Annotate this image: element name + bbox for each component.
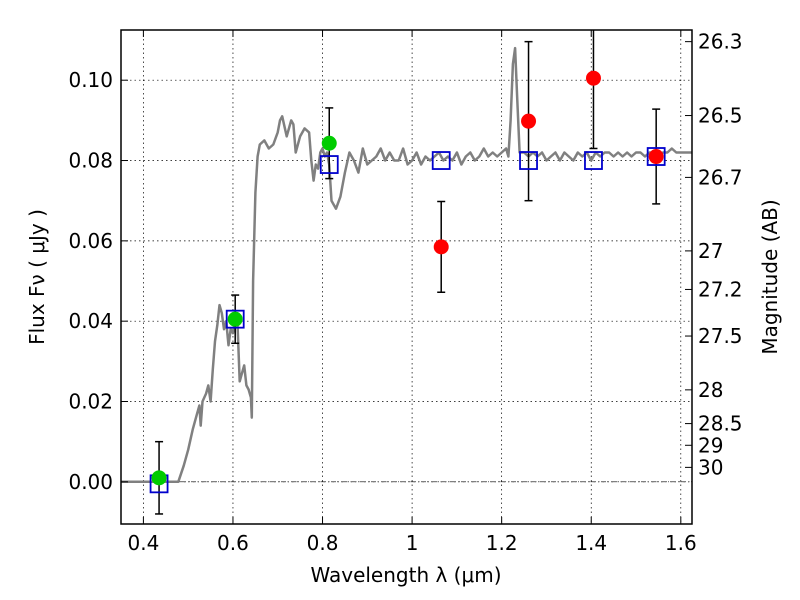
model-squares (149, 147, 666, 494)
magnitude-tick-label: 26.7 (698, 165, 743, 189)
observed-flux-point (585, 70, 601, 86)
x-tick-label: 0.6 (217, 531, 249, 555)
model-flux-square (319, 155, 339, 174)
model-flux-square (431, 151, 451, 170)
magnitude-tick-label: 27 (698, 239, 723, 263)
x-tick-labels: 0.4 0.6 0.8 1 1.2 1.4 1.6 (127, 531, 696, 555)
observed-flux-point (321, 135, 337, 151)
magnitude-tick-label: 30 (698, 455, 723, 479)
y-tick-labels: 0.00 0.02 0.04 0.06 0.08 0.10 (68, 68, 113, 494)
magnitude-tick-label: 26.3 (698, 30, 743, 54)
x-tick-label: 0.4 (127, 531, 159, 555)
magnitude-tick-label: 29 (698, 433, 723, 457)
sed-curve-group (121, 46, 692, 484)
model-flux-square (519, 151, 538, 170)
y-axis-label: Flux Fν ( μJy ) (25, 209, 49, 345)
observed-flux-point (648, 149, 664, 165)
y2-axis-label: Magnitude (AB) (758, 199, 782, 354)
y-tick-label: 0.08 (68, 149, 113, 173)
magnitude-tick-label: 27.5 (698, 324, 743, 348)
plot-frame (120, 29, 693, 525)
y-tick-label: 0.04 (68, 309, 113, 333)
sed-model-curve (121, 46, 692, 484)
magnitude-tick-label: 28 (698, 378, 723, 402)
observed-flux-point (151, 470, 167, 486)
observed-flux-point (433, 239, 449, 255)
y-tick-label: 0.02 (68, 390, 113, 414)
grid (121, 30, 692, 524)
model-flux-square (584, 151, 603, 170)
x-tick-label: 1.2 (486, 531, 518, 555)
observed-flux-point (227, 311, 243, 327)
x-tick-label: 1 (406, 531, 419, 555)
magnitude-tick-label: 28.5 (698, 412, 743, 436)
model-flux-square (225, 309, 245, 329)
x-tick-label: 1.6 (665, 531, 697, 555)
observed-flux-point (521, 113, 537, 129)
model-flux-square (646, 147, 666, 166)
x-tick-label: 1.4 (575, 531, 607, 555)
axis-ticks (121, 30, 692, 524)
y-tick-label: 0.10 (68, 68, 113, 92)
observed-points (151, 70, 664, 486)
error-bars (155, 30, 661, 515)
x-axis-label: Wavelength λ (μm) (310, 563, 501, 587)
y-tick-label: 0.00 (68, 470, 113, 494)
y-tick-label: 0.06 (68, 229, 113, 253)
x-tick-label: 0.8 (307, 531, 339, 555)
magnitude-tick-label: 27.2 (698, 277, 743, 301)
magnitude-tick-label: 26.5 (698, 104, 743, 128)
